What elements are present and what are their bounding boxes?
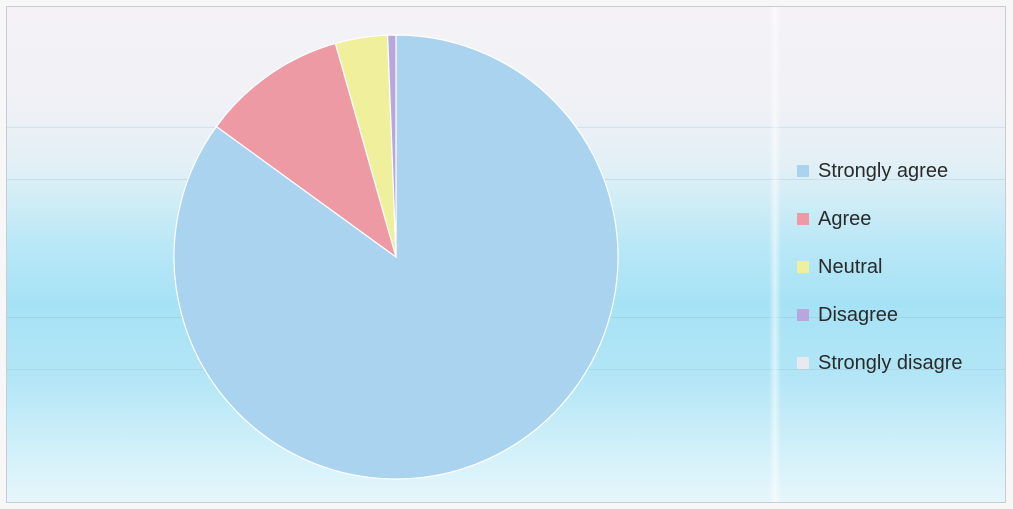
- legend-label: Neutral: [818, 255, 883, 278]
- pie-slices: [173, 34, 619, 480]
- legend-swatch: [797, 165, 809, 177]
- pie-chart: [173, 34, 619, 480]
- legend-item: Neutral: [797, 243, 963, 291]
- pie-slice-disagree: [387, 34, 397, 258]
- legend-label: Strongly disagre: [818, 351, 963, 374]
- legend-item: Strongly disagre: [797, 339, 963, 387]
- legend-item: Agree: [797, 195, 963, 243]
- legend-item: Disagree: [797, 291, 963, 339]
- background-stripe: [769, 7, 781, 502]
- legend-item: Strongly agree: [797, 147, 963, 195]
- legend-swatch: [797, 261, 809, 273]
- chart-legend: Strongly agree Agree Neutral Disagree Strong…: [797, 147, 963, 387]
- chart-frame: Strongly agree Agree Neutral Disagree Strong…: [6, 6, 1006, 503]
- legend-swatch: [797, 357, 809, 369]
- legend-swatch: [797, 309, 809, 321]
- legend-label: Agree: [818, 207, 872, 230]
- legend-label: Strongly agree: [818, 159, 949, 182]
- legend-swatch: [797, 213, 809, 225]
- pie-slice-agree: [215, 42, 398, 259]
- legend-label: Disagree: [818, 303, 899, 326]
